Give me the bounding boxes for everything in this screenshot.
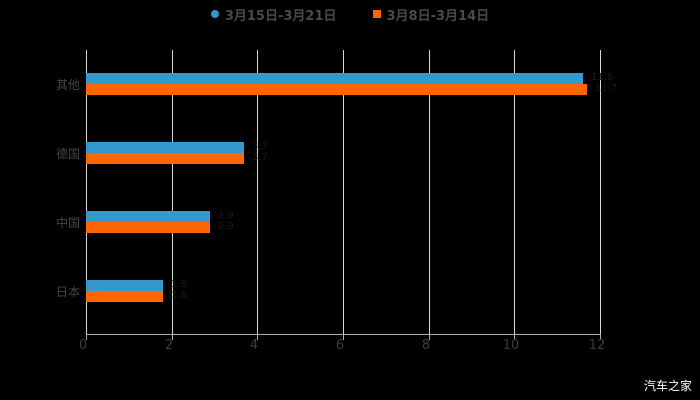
bar[interactable]: [86, 291, 163, 302]
legend-circle-icon: [210, 10, 219, 18]
axis-tick: [257, 334, 258, 340]
x-axis-line: [86, 334, 601, 335]
axis-tick: [429, 334, 430, 340]
axis-tick: [343, 334, 344, 340]
bar[interactable]: [86, 84, 587, 95]
bar-value-label: 11.6: [591, 72, 614, 83]
legend-label: 3月15日-3月21日: [224, 8, 337, 24]
x-tick-label: 0: [78, 338, 88, 353]
gridline: [172, 50, 173, 335]
x-tick-label: 6: [335, 338, 345, 353]
x-tick-label: 2: [164, 338, 174, 353]
x-tick-label: 12: [588, 338, 606, 353]
gridline: [86, 50, 87, 335]
gridline: [257, 50, 258, 335]
category-label: 中国: [55, 216, 80, 230]
bar-value-label: 2.9: [218, 221, 234, 232]
category-label: 其他: [55, 78, 80, 92]
legend-square-icon: [372, 10, 381, 18]
axis-tick: [600, 334, 601, 340]
legend-item-series-1[interactable]: 3月15日-3月21日: [210, 5, 337, 24]
bar-value-label: 2.9: [218, 210, 234, 221]
bar-value-label: 3.7: [252, 152, 268, 163]
x-tick-label: 10: [502, 338, 520, 353]
axis-tick: [86, 334, 87, 340]
gridline: [343, 50, 344, 335]
bar-value-label: 11.7: [595, 83, 618, 94]
legend-item-series-2[interactable]: 3月8日-3月14日: [372, 5, 490, 24]
gridline: [514, 50, 515, 335]
axis-tick: [172, 334, 173, 340]
gridline: [429, 50, 430, 335]
axis-tick: [514, 334, 515, 340]
bar[interactable]: [86, 211, 210, 222]
x-tick-label: 8: [421, 338, 431, 353]
x-tick-label: 4: [249, 338, 259, 353]
bar-value-label: 1.8: [171, 290, 187, 301]
chart-legend: 3月15日-3月21日 3月8日-3月14日: [0, 4, 700, 24]
legend-label: 3月8日-3月14日: [386, 8, 490, 24]
bar[interactable]: [86, 142, 244, 153]
category-label: 德国: [55, 147, 80, 161]
bar[interactable]: [86, 73, 583, 84]
watermark: 汽车之家: [643, 379, 692, 393]
bar-value-label: 1.8: [171, 279, 187, 290]
gridline: [600, 50, 601, 335]
bar[interactable]: [86, 153, 244, 164]
category-label: 日本: [55, 285, 80, 299]
bar[interactable]: [86, 222, 210, 233]
bar[interactable]: [86, 280, 163, 291]
bar-value-label: 3.7: [252, 141, 268, 152]
